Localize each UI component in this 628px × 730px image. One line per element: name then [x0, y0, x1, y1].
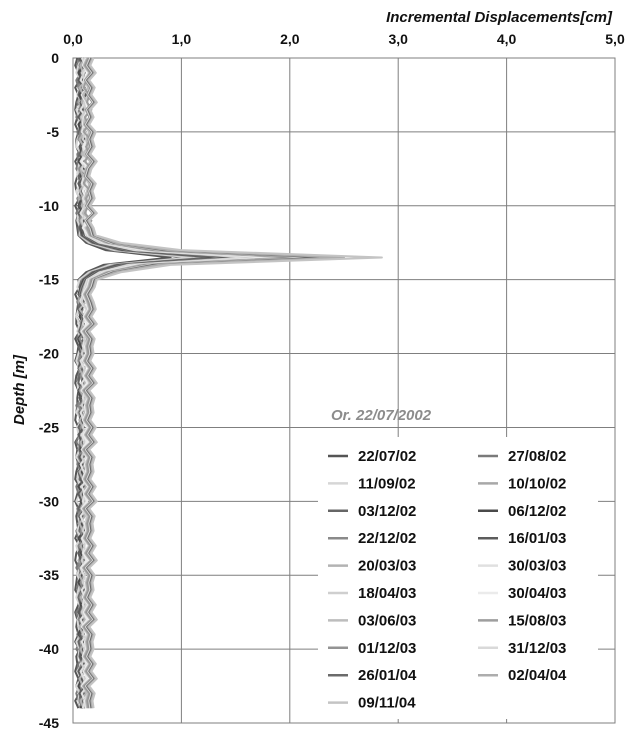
x-tick-labels: 0,0 1,0 2,0 3,0 4,0 5,0 — [63, 31, 625, 47]
legend-label: 03/06/03 — [358, 612, 416, 629]
series-line — [88, 57, 383, 709]
legend-label: 03/12/02 — [358, 503, 416, 520]
legend-label: 11/09/02 — [358, 475, 416, 492]
y-tick-label: 0 — [51, 50, 59, 66]
x-tick-label: 1,0 — [172, 31, 192, 47]
legend-label: 02/04/04 — [508, 667, 567, 684]
x-tick-label: 3,0 — [388, 31, 408, 47]
legend-label: 27/08/02 — [508, 448, 566, 465]
y-tick-label: -30 — [39, 493, 59, 509]
legend-label: 26/01/04 — [358, 667, 417, 684]
legend-label: 31/12/03 — [508, 640, 566, 657]
legend-label: 18/04/03 — [358, 585, 416, 602]
x-tick-label: 5,0 — [605, 31, 625, 47]
y-tick-label: -10 — [39, 198, 59, 214]
legend-label: 10/10/02 — [508, 475, 566, 492]
grid — [72, 57, 616, 724]
origin-annotation: Or. 22/07/2002 — [331, 407, 432, 424]
y-tick-label: -5 — [47, 124, 60, 140]
legend-box — [318, 437, 598, 719]
series-lines — [74, 57, 383, 709]
y-tick-labels: 0 -5 -10 -15 -20 -25 -30 -35 -40 -45 — [39, 50, 59, 730]
x-axis-title: Incremental Displacements[cm] — [386, 9, 613, 26]
legend-label: 06/12/02 — [508, 503, 566, 520]
legend-label: 22/07/02 — [358, 448, 416, 465]
y-tick-label: -20 — [39, 346, 59, 362]
legend-label: 30/03/03 — [508, 558, 566, 575]
y-tick-label: -15 — [39, 272, 59, 288]
x-tick-label: 2,0 — [280, 31, 300, 47]
legend-label: 30/04/03 — [508, 585, 566, 602]
series-line — [75, 57, 194, 709]
y-tick-label: -35 — [39, 567, 59, 583]
legend-label: 22/12/02 — [358, 530, 416, 547]
legend-label: 09/11/04 — [358, 695, 416, 712]
y-tick-label: -40 — [39, 641, 59, 657]
legend: 22/07/02 27/08/02 11/09/02 10/10/02 03/12/02… — [318, 437, 598, 719]
y-tick-label: -45 — [39, 715, 59, 730]
y-axis-title: Depth [m] — [11, 354, 28, 425]
legend-label: 20/03/03 — [358, 558, 416, 575]
x-tick-label: 4,0 — [497, 31, 517, 47]
y-tick-label: -25 — [39, 419, 59, 435]
x-tick-label: 0,0 — [63, 31, 83, 47]
legend-label: 15/08/03 — [508, 612, 566, 629]
legend-label: 01/12/03 — [358, 640, 416, 657]
legend-label: 16/01/03 — [508, 530, 566, 547]
